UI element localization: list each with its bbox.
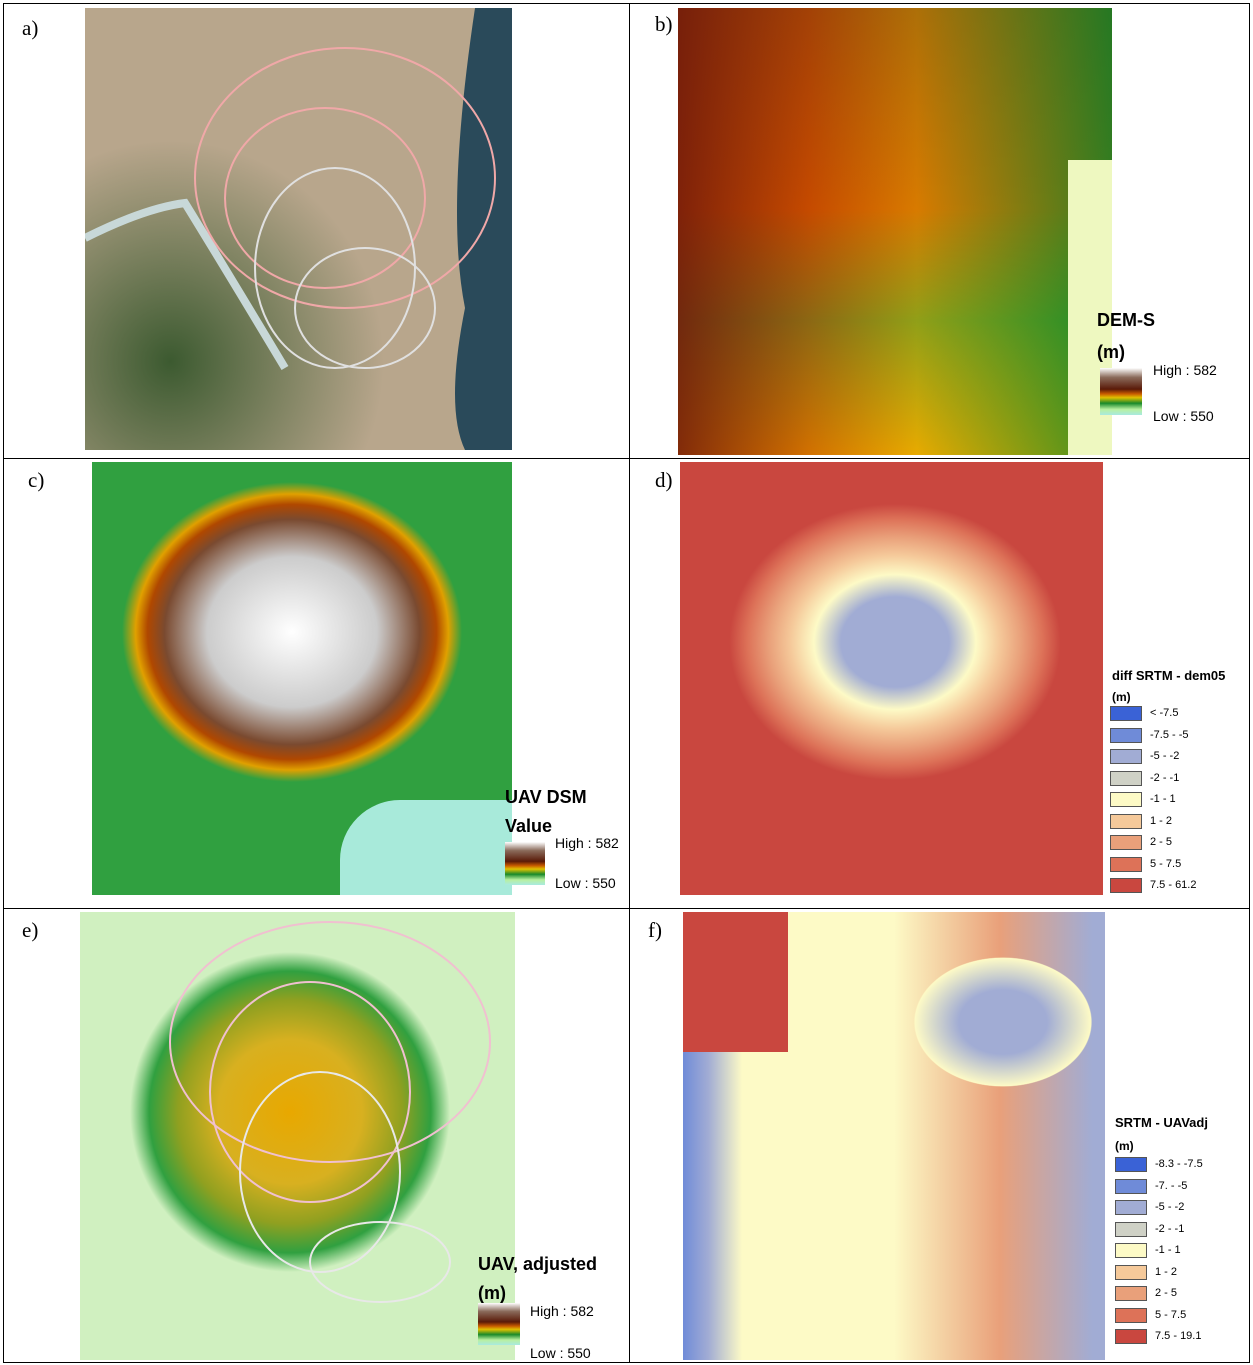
legend-entry: -2 - -1 (1150, 772, 1179, 784)
legend-swatch (1115, 1329, 1147, 1344)
aerial-image (85, 8, 512, 450)
legend-entry: -5 - -2 (1155, 1201, 1184, 1213)
legend-title: UAV DSM (505, 787, 587, 808)
legend-title: DEM-S (1097, 310, 1155, 331)
legend-high: High : 582 (1153, 362, 1217, 378)
legend-swatch (1115, 1265, 1147, 1280)
legend-swatch (1115, 1286, 1147, 1301)
legend-low: Low : 550 (1153, 408, 1214, 424)
legend-swatch (1110, 749, 1142, 764)
legend-entry: 7.5 - 61.2 (1150, 879, 1196, 891)
legend-high: High : 582 (555, 835, 619, 851)
legend-entry: 2 - 5 (1155, 1287, 1177, 1299)
legend-entry: 2 - 5 (1150, 836, 1172, 848)
legend-unit: Value (505, 816, 552, 837)
legend-ramp (505, 842, 545, 885)
legend-high: High : 582 (530, 1303, 594, 1319)
legend-entry: -8.3 - -7.5 (1155, 1158, 1203, 1170)
legend-swatch (1110, 835, 1142, 850)
legend-entry: -7. - -5 (1155, 1180, 1187, 1192)
legend-swatch (1115, 1157, 1147, 1172)
legend-swatch (1110, 706, 1142, 721)
legend-unit: (m) (1097, 342, 1125, 363)
legend-unit: (m) (1115, 1139, 1134, 1153)
panel-label: e) (22, 918, 38, 943)
legend-entry: 1 - 2 (1150, 815, 1172, 827)
legend-entry: -2 - -1 (1155, 1223, 1184, 1235)
panel-label: f) (648, 918, 662, 943)
legend-swatch (1110, 728, 1142, 743)
legend-swatch (1115, 1200, 1147, 1215)
legend-swatch (1110, 792, 1142, 807)
legend-swatch (1115, 1179, 1147, 1194)
legend-swatch (1110, 857, 1142, 872)
panel-label: b) (655, 12, 673, 37)
legend-unit: (m) (1112, 690, 1131, 704)
diff-image (683, 912, 788, 1052)
panel-label: c) (28, 468, 44, 493)
legend-entry: 5 - 7.5 (1150, 858, 1181, 870)
legend-title: SRTM - UAVadj (1115, 1115, 1208, 1130)
legend-entry: -7.5 - -5 (1150, 729, 1189, 741)
legend-ramp (478, 1303, 520, 1345)
legend-entry: -1 - 1 (1155, 1244, 1181, 1256)
legend-unit: (m) (478, 1283, 506, 1304)
legend-low: Low : 550 (555, 875, 616, 891)
legend-swatch (1110, 814, 1142, 829)
dsm-image (340, 800, 512, 895)
legend-entry: 7.5 - 19.1 (1155, 1330, 1201, 1342)
legend-title: UAV, adjusted (478, 1254, 597, 1275)
legend-swatch (1110, 771, 1142, 786)
legend-entry: -5 - -2 (1150, 750, 1179, 762)
legend-swatch (1115, 1243, 1147, 1258)
panel-label: d) (655, 468, 673, 493)
legend-ramp (1100, 368, 1142, 415)
figure: a) b) DEM-S (m) High : 582 Low : 550 c) … (0, 0, 1253, 1365)
legend-entry: < -7.5 (1150, 707, 1178, 719)
flight-paths (80, 912, 515, 1360)
legend-swatch (1110, 878, 1142, 893)
legend-low: Low : 550 (530, 1345, 591, 1361)
panel-label: a) (22, 16, 38, 41)
diff-image (680, 462, 1103, 895)
legend-swatch (1115, 1308, 1147, 1323)
legend-title: diff SRTM - dem05 (1112, 668, 1225, 683)
legend-entry: 5 - 7.5 (1155, 1309, 1186, 1321)
legend-entry: 1 - 2 (1155, 1266, 1177, 1278)
legend-entry: -1 - 1 (1150, 793, 1176, 805)
legend-swatch (1115, 1222, 1147, 1237)
dem-image (678, 8, 1112, 455)
